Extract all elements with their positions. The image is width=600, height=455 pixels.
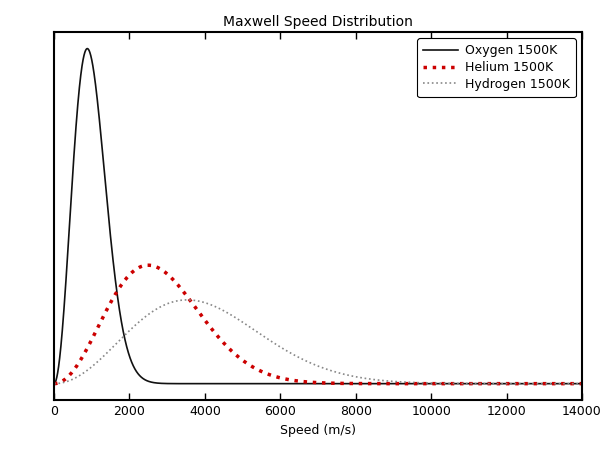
X-axis label: Speed (m/s): Speed (m/s) (280, 424, 356, 437)
Title: Maxwell Speed Distribution: Maxwell Speed Distribution (223, 15, 413, 29)
Legend: Oxygen 1500K, Helium 1500K, Hydrogen 1500K: Oxygen 1500K, Helium 1500K, Hydrogen 150… (417, 38, 576, 97)
